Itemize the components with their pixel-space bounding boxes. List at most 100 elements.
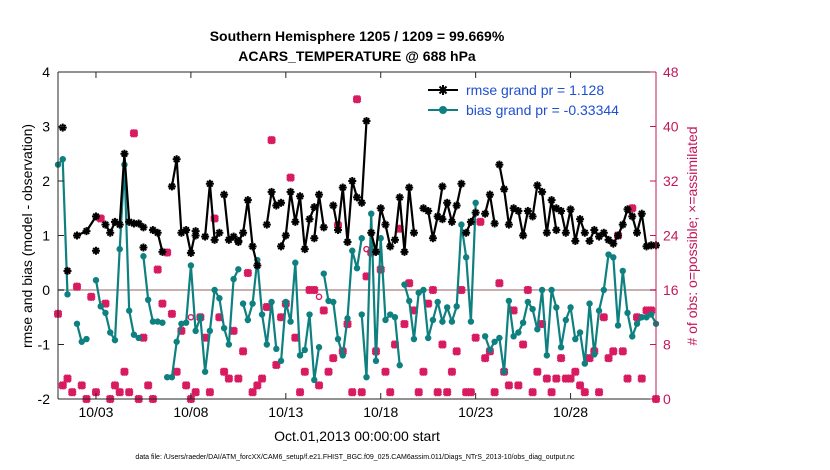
rmse-point-20-0 [462,228,471,237]
rmse-point-25-7 [618,220,627,229]
rmse-point-16-0 [367,228,376,237]
rmse-point-13-3 [291,217,300,226]
rmse-marker-d2 [277,242,285,250]
obs-assimilated-marker-43 [257,374,267,383]
obs-assimilated-marker-21 [153,265,162,274]
bias-point-10-11 [534,326,541,333]
bias-point-4-11 [216,294,223,302]
rmse-point-24-5 [576,215,585,224]
obs-assimilated-marker-12 [110,381,120,390]
bias-point-7-5 [344,315,351,322]
obs-assimilated-marker-119 [618,347,628,356]
obs-assimilated-marker-40 [243,268,253,278]
rmse-point-15-0 [329,201,338,210]
obs-assimilated-marker-87 [466,387,476,397]
rmse-point-20-1 [466,217,475,226]
obs-assimilated-marker-103 [542,374,552,383]
rmse-point-23-7 [547,196,556,205]
rmse-point-25-11 [637,209,646,218]
rmse-marker-d2 [529,212,537,220]
y-right-tick-label-6: 48 [663,64,679,80]
bias-point-4-8 [201,368,209,375]
bias-point-0-2 [64,291,71,298]
rmse-point-18-4 [438,182,447,191]
bias-point-10-8 [519,319,527,326]
x-tick-label-5: 10/28 [553,404,588,420]
x-tick-label-0: 10/03 [78,404,113,420]
rmse-point-12-0 [262,220,271,229]
rmse-marker-d2 [296,192,304,200]
y-left-tick-label-2: 0 [42,282,50,298]
rmse-point-13-4 [296,192,305,201]
bias-point-4-5 [187,262,195,269]
obs-assimilated-marker-3 [67,387,77,397]
obs-assimilated-marker-88 [471,333,480,342]
rmse-point-11-4 [253,261,262,270]
bias-point-8-1 [363,374,370,381]
rmse-point-13-1 [281,231,290,240]
legend-bias-marker [439,106,447,114]
rmse-marker-d2 [548,196,556,204]
obs-assimilated-marker-54 [310,285,319,295]
rmse-marker-d2 [609,240,617,248]
bias-point-8-6 [387,311,394,318]
bias-point-10-25 [600,286,607,294]
obs-possible-marker-1 [315,293,323,301]
obs-assimilated-marker-120 [623,374,632,383]
rmse-point-4-8 [139,223,148,232]
bias-point-10-21 [581,360,589,367]
rmse-marker-d2 [571,237,579,245]
rmse-point-2-1 [82,227,91,236]
bias-point-4-6 [192,327,199,335]
obs-assimilated-marker-25 [172,367,181,377]
bias-point-10-35 [648,311,655,318]
bias-point-10-29 [619,267,626,275]
rmse-marker-d2 [249,242,257,250]
bias-point-10-7 [515,329,522,336]
obs-assimilated-marker-89 [476,217,485,227]
rmse-marker-d2 [353,193,361,201]
rmse-point-24-6 [580,228,589,237]
rmse-marker-d2 [73,231,81,240]
rmse-marker-d2 [82,227,90,235]
y-right-tick-label-3: 24 [663,228,679,244]
rmse-marker-d2 [424,207,432,215]
obs-assimilated-marker-62 [347,387,357,397]
rmse-point-16-2 [376,204,385,213]
rmse-point-4-0 [101,220,110,229]
rmse-line-segment-13 [280,191,316,250]
bias-point-4-7 [197,314,204,321]
bias-line-segment-9 [403,202,477,340]
rmse-marker-d2 [168,182,176,190]
rmse-point-19-2 [447,217,456,226]
obs-assimilated-marker-101 [533,367,542,377]
rmse-marker-d2 [301,245,309,253]
rmse-marker-d2 [92,247,100,255]
x-axis-label: Oct.01,2013 00:00:00 start [274,428,440,444]
obs-assimilated-marker-85 [457,285,466,295]
rmse-marker-d2 [628,212,636,220]
rmse-point-4-3 [115,220,124,229]
bias-point-10-13 [543,352,551,359]
obs-assimilated-marker-5 [77,381,86,390]
rmse-point-1-0 [63,266,72,275]
rmse-marker-d2 [239,229,247,237]
obs-assimilated-marker-98 [518,340,528,349]
chart-title: Southern Hemisphere 1205 / 1209 = 99.669… [210,28,505,44]
rmse-point-7-1 [172,155,181,164]
obs-assimilated-marker-99 [523,285,533,295]
rmse-marker-d2 [543,229,551,237]
bias-point-9-4 [420,286,427,294]
bias-point-9-7 [434,298,441,306]
bias-point-5-7 [273,345,280,353]
bias-point-8-3 [372,357,380,365]
bias-point-4-2 [173,338,180,345]
bias-point-8-8 [396,362,403,369]
obs-assimilated-marker-97 [514,381,523,390]
rmse-marker-d2 [116,221,124,229]
bias-point-10-24 [595,307,603,314]
rmse-point-15-4 [348,177,357,185]
bias-point-3-2 [149,318,157,325]
obs-assimilated-marker-105 [552,374,561,383]
